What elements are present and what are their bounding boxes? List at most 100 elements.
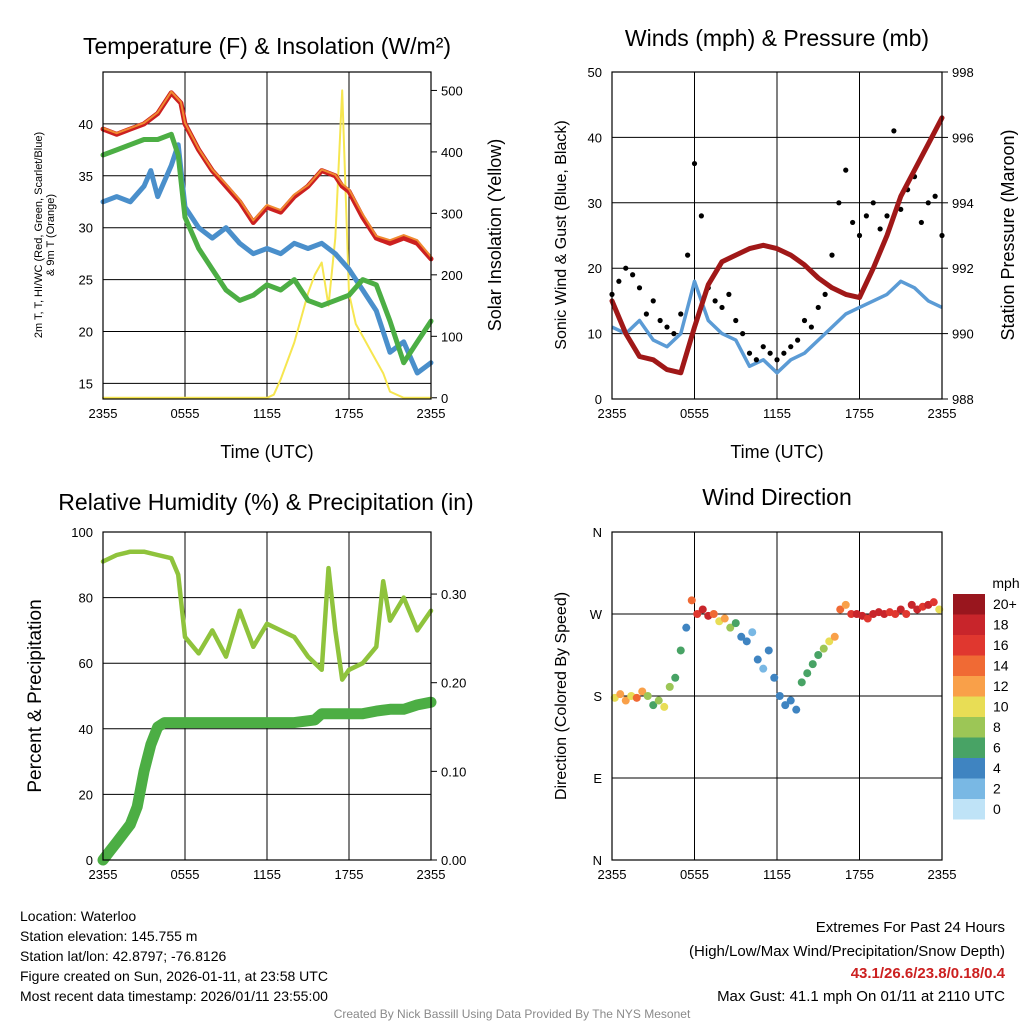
direction-point	[698, 605, 707, 614]
direction-point	[720, 614, 729, 623]
gust-point	[678, 311, 684, 317]
y-tick-label: 15	[79, 376, 93, 391]
latlon-text: Station lat/lon: 42.8797; -76.8126	[20, 948, 227, 964]
y2-tick-label: 0	[441, 391, 448, 406]
x-tick-label: 0555	[171, 867, 200, 882]
direction-point	[896, 605, 905, 614]
gust-point	[630, 272, 636, 278]
direction-point	[786, 696, 795, 705]
y-tick-label: 10	[588, 327, 602, 342]
y-tick-label: N	[593, 525, 602, 540]
y2-tick-label: 990	[952, 327, 974, 342]
direction-point	[665, 682, 674, 691]
y2-axis-label: Solar Insolation (Yellow)	[485, 139, 505, 331]
y-tick-label: S	[593, 689, 602, 704]
direction-point	[781, 701, 790, 710]
direction-point	[709, 610, 718, 618]
direction-point	[764, 646, 773, 655]
gust-point	[623, 265, 629, 271]
direction-point	[726, 623, 735, 632]
series-station-pressure	[609, 115, 945, 376]
y2-tick-label: 400	[441, 145, 463, 160]
series-sonic-wind	[611, 279, 943, 375]
x-tick-label: 0555	[171, 406, 200, 421]
direction-point	[687, 596, 696, 605]
colorbar-label: 20+	[993, 596, 1017, 612]
plot-border	[611, 71, 943, 400]
y2-tick-label: 996	[952, 130, 974, 145]
x-tick-label: 0555	[680, 867, 709, 882]
gust-point	[685, 252, 691, 258]
gust-point	[740, 331, 746, 337]
direction-point	[819, 644, 828, 653]
colorbar-swatch	[953, 758, 985, 779]
direction-point	[638, 687, 647, 696]
direction-point	[676, 646, 685, 655]
gust-point	[843, 167, 849, 173]
direction-point	[731, 619, 740, 628]
direction-point	[847, 610, 856, 618]
gust-point	[774, 357, 780, 363]
direction-point	[830, 632, 839, 641]
direction-point	[632, 693, 641, 702]
y-tick-label: 0	[595, 392, 602, 407]
series-wind-chill	[100, 142, 434, 376]
gust-point	[781, 350, 787, 356]
direction-point	[682, 623, 691, 632]
y-tick-label: N	[593, 853, 602, 868]
y2-tick-label: 992	[952, 261, 974, 276]
x-tick-label: 1755	[845, 867, 874, 882]
y2-tick-label: 0.00	[441, 853, 466, 868]
gust-point	[891, 128, 897, 134]
direction-point	[863, 614, 872, 623]
colorbar-swatch	[953, 635, 985, 656]
x-tick-label: 1755	[335, 867, 364, 882]
gust-point	[657, 317, 663, 324]
figure-created-text: Figure created on Sun, 2026-01-11, at 23…	[20, 968, 328, 984]
direction-point	[770, 673, 779, 682]
gust-point	[767, 350, 773, 356]
credit-text: Created By Nick Bassill Using Data Provi…	[333, 1007, 691, 1021]
series-relative-humidity	[100, 549, 434, 682]
series-9m-temperature	[102, 90, 432, 258]
extremes-subtitle: (High/Low/Max Wind/Precipitation/Snow De…	[689, 943, 1005, 960]
colorbar-label: 10	[993, 699, 1009, 715]
x-tick-label: 2355	[417, 867, 446, 882]
colorbar-swatch	[953, 737, 985, 758]
series-dew-point	[100, 131, 434, 366]
series-precipitation	[97, 696, 437, 866]
colorbar-label: 6	[993, 740, 1001, 756]
colorbar-label: 2	[993, 781, 1001, 797]
y-tick-label: 80	[79, 591, 93, 606]
direction-point	[797, 678, 806, 687]
y-tick-label: 30	[79, 221, 93, 236]
gust-point	[856, 232, 863, 239]
gust-point	[733, 317, 739, 324]
plot-border	[611, 531, 943, 861]
direction-point	[671, 673, 680, 682]
gust-point	[815, 304, 821, 311]
y2-tick-label: 500	[441, 83, 463, 98]
colorbar-label: 8	[993, 719, 1001, 735]
x-axis-label: Time (UTC)	[730, 442, 823, 462]
direction-point	[649, 701, 658, 710]
chart-title: Wind Direction	[702, 484, 852, 510]
plot-border	[102, 71, 432, 400]
y-tick-label: 40	[588, 130, 602, 145]
direction-point	[621, 696, 630, 705]
y-tick-label: 25	[79, 273, 93, 288]
gust-point	[753, 357, 759, 363]
y-axis-label: 2m T, T, HI/WC (Red, Green, Scarlet/Blue…	[33, 132, 45, 338]
gust-point	[925, 200, 931, 206]
gust-point	[691, 160, 698, 167]
direction-point	[803, 669, 812, 678]
x-tick-label: 2355	[417, 406, 446, 421]
direction-point	[693, 610, 702, 618]
gust-point	[801, 317, 808, 324]
gust-point	[836, 200, 842, 206]
extremes-title: Extremes For Past 24 Hours	[815, 919, 1005, 936]
direction-point	[814, 651, 823, 659]
direction-point	[643, 692, 652, 700]
max-gust-text: Max Gust: 41.1 mph On 01/11 at 2110 UTC	[717, 988, 1005, 1005]
